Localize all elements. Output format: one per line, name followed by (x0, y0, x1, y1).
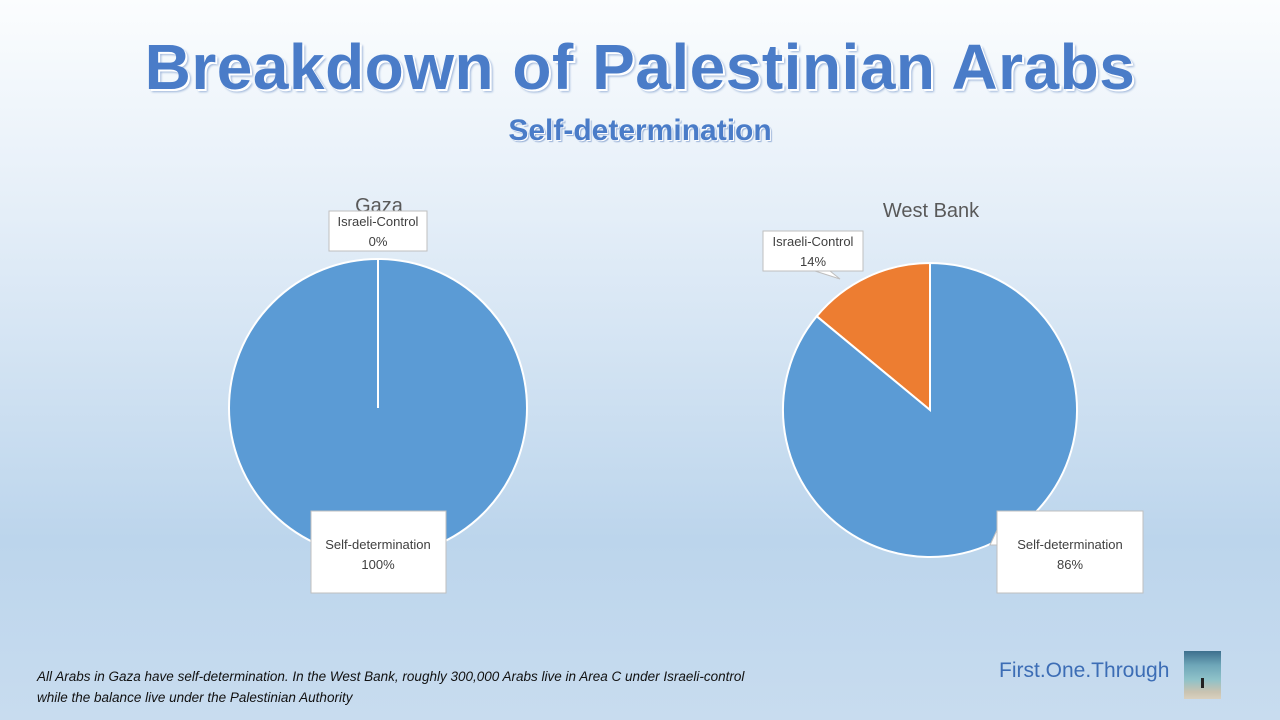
gaza-label-self: Self-determination 100% (310, 510, 447, 594)
footnote-line-2: while the balance live under the Palesti… (37, 690, 353, 705)
footnote-line-1: All Arabs in Gaza have self-determinatio… (37, 669, 745, 684)
svg-text:86%: 86% (1057, 557, 1083, 572)
westbank-chart-title: West Bank (883, 200, 980, 222)
slide-title: Breakdown of Palestinian Arabs (144, 31, 1136, 103)
svg-text:100%: 100% (361, 557, 395, 572)
svg-text:Israeli-Control: Israeli-Control (773, 234, 854, 249)
slide-subtitle: Self-determination (508, 114, 772, 147)
svg-text:Self-determination: Self-determination (325, 537, 431, 552)
beach-photo (1184, 651, 1221, 699)
brand-name: First.One.Through (999, 659, 1170, 682)
westbank-label-israeli: Israeli-Control 14% (762, 230, 864, 280)
pie-slice-1-israeli-control (815, 261, 931, 413)
footnote: All Arabs in Gaza have self-determinatio… (37, 666, 744, 708)
svg-text:Israeli-Control: Israeli-Control (338, 214, 419, 229)
svg-text:14%: 14% (800, 254, 826, 269)
gaza-label-israeli: Israeli-Control 0% (328, 210, 428, 252)
svg-text:Self-determination: Self-determination (1017, 537, 1123, 552)
westbank-label-self: Self-determination 86% (989, 510, 1144, 594)
svg-text:0%: 0% (369, 234, 388, 249)
